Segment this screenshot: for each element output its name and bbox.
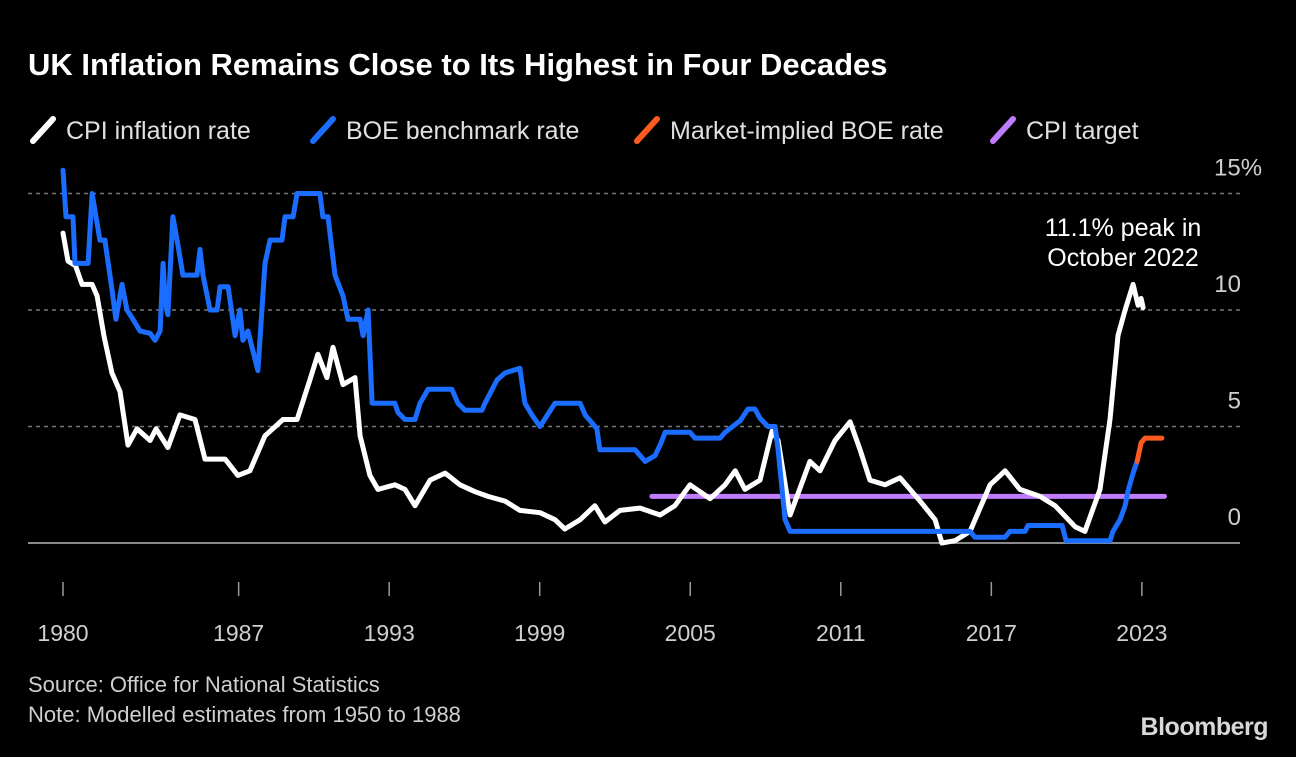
source-note: Source: Office for National Statistics <box>28 672 380 697</box>
legend-swatch-boe-benchmark-rate <box>310 116 336 144</box>
series-line-market-implied-boe-rate <box>1134 435 1165 464</box>
x-tick-label: 1980 <box>37 620 88 646</box>
y-tick-label: 5 <box>1228 388 1241 415</box>
legend-label-cpi-inflation-rate: CPI inflation rate <box>66 117 251 145</box>
y-axis-ticks: 0 5 10 15% <box>1214 155 1262 532</box>
annotation-text: 11.1% peak in <box>1045 214 1202 242</box>
x-tick-label: 2005 <box>665 620 716 646</box>
legend-label-market-implied-boe-rate: Market-implied BOE rate <box>670 117 944 145</box>
legend-swatch-cpi-inflation-rate <box>30 116 56 144</box>
methodology-note: Note: Modelled estimates from 1950 to 19… <box>28 702 461 727</box>
y-tick-label: 15% <box>1214 155 1262 182</box>
legend-swatch-market-implied-boe-rate <box>634 116 660 144</box>
x-tick-label: 2017 <box>966 620 1017 646</box>
series-line-cpi-inflation-rate <box>60 230 1146 546</box>
chart-title: UK Inflation Remains Close to Its Highes… <box>28 47 888 82</box>
x-tick-label: 2023 <box>1116 620 1167 646</box>
series-lines <box>60 167 1167 546</box>
x-tick-label: 1999 <box>514 620 565 646</box>
legend-label-boe-benchmark-rate: BOE benchmark rate <box>346 117 579 145</box>
y-tick-label: 10 <box>1214 271 1241 298</box>
legend-label-cpi-target: CPI target <box>1026 117 1139 145</box>
y-tick-label: 0 <box>1228 504 1241 531</box>
x-tick-label: 1987 <box>213 620 264 646</box>
legend: CPI inflation rate BOE benchmark rate Mark… <box>30 116 1139 145</box>
x-axis-ticks: 1980 1987 1993 1999 2005 2011 2017 2023 <box>37 582 1167 646</box>
x-tick-label: 2011 <box>816 620 865 646</box>
legend-swatch-cpi-target <box>990 116 1016 144</box>
series-line-boe-benchmark-rate <box>60 167 1140 544</box>
bloomberg-logo: Bloomberg <box>1141 713 1268 741</box>
x-tick-label: 1993 <box>364 620 415 646</box>
annotation-text: October 2022 <box>1047 244 1199 272</box>
